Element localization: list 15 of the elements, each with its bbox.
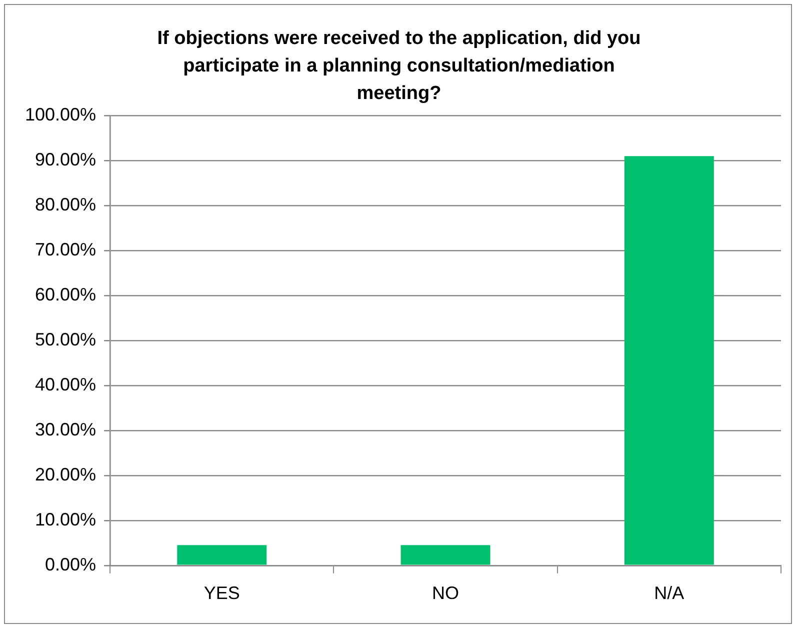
x-tick-label: YES xyxy=(204,583,240,604)
x-tick-label: NO xyxy=(432,583,460,604)
y-tick-label: 0.00% xyxy=(45,554,96,574)
y-tick-label: 70.00% xyxy=(34,240,96,260)
y-tick-label: 50.00% xyxy=(34,329,96,350)
y-tick-label: 80.00% xyxy=(34,194,96,215)
y-tick-label: 10.00% xyxy=(34,509,96,530)
y-tick-label: 60.00% xyxy=(34,284,96,305)
y-tick-label: 20.00% xyxy=(34,464,96,484)
x-tick-label: N/A xyxy=(654,583,684,604)
y-tick-label: 100.00% xyxy=(24,104,96,125)
chart-title: If objections were received to the application, did you participate in a planning consultation/mediation meeting? xyxy=(157,28,641,104)
y-tick-label: 90.00% xyxy=(34,150,96,170)
y-tick-label: 30.00% xyxy=(34,419,96,440)
y-tick-label: 40.00% xyxy=(34,374,96,394)
